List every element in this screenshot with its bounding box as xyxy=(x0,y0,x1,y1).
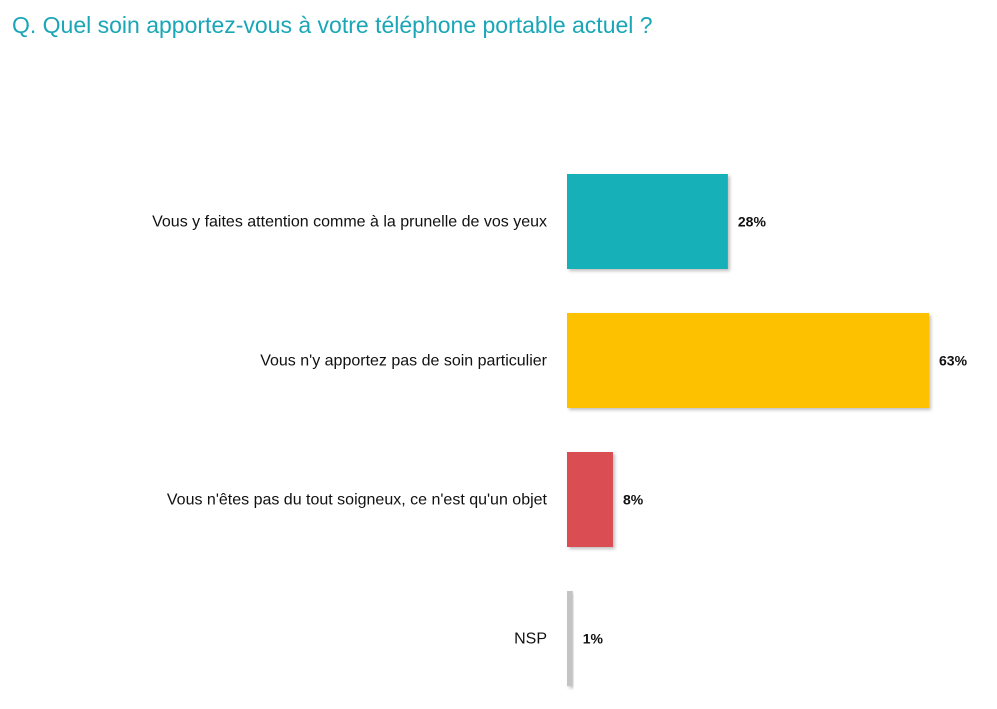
bar-3 xyxy=(567,452,613,547)
category-label: Vous y faites attention comme à la prune… xyxy=(152,214,547,231)
bar-4 xyxy=(567,591,573,686)
category-label: Vous n'y apportez pas de soin particulie… xyxy=(260,353,547,370)
value-label: 1% xyxy=(583,631,604,647)
value-label: 28% xyxy=(738,214,767,230)
category-label: Vous n'êtes pas du tout soigneux, ce n'e… xyxy=(167,492,548,509)
bar-1 xyxy=(567,174,728,269)
value-label: 63% xyxy=(939,353,968,369)
bar-2 xyxy=(567,313,929,408)
category-label: NSP xyxy=(514,631,547,648)
chart-title: Q. Quel soin apportez-vous à votre télép… xyxy=(12,12,653,38)
value-label: 8% xyxy=(623,492,644,508)
